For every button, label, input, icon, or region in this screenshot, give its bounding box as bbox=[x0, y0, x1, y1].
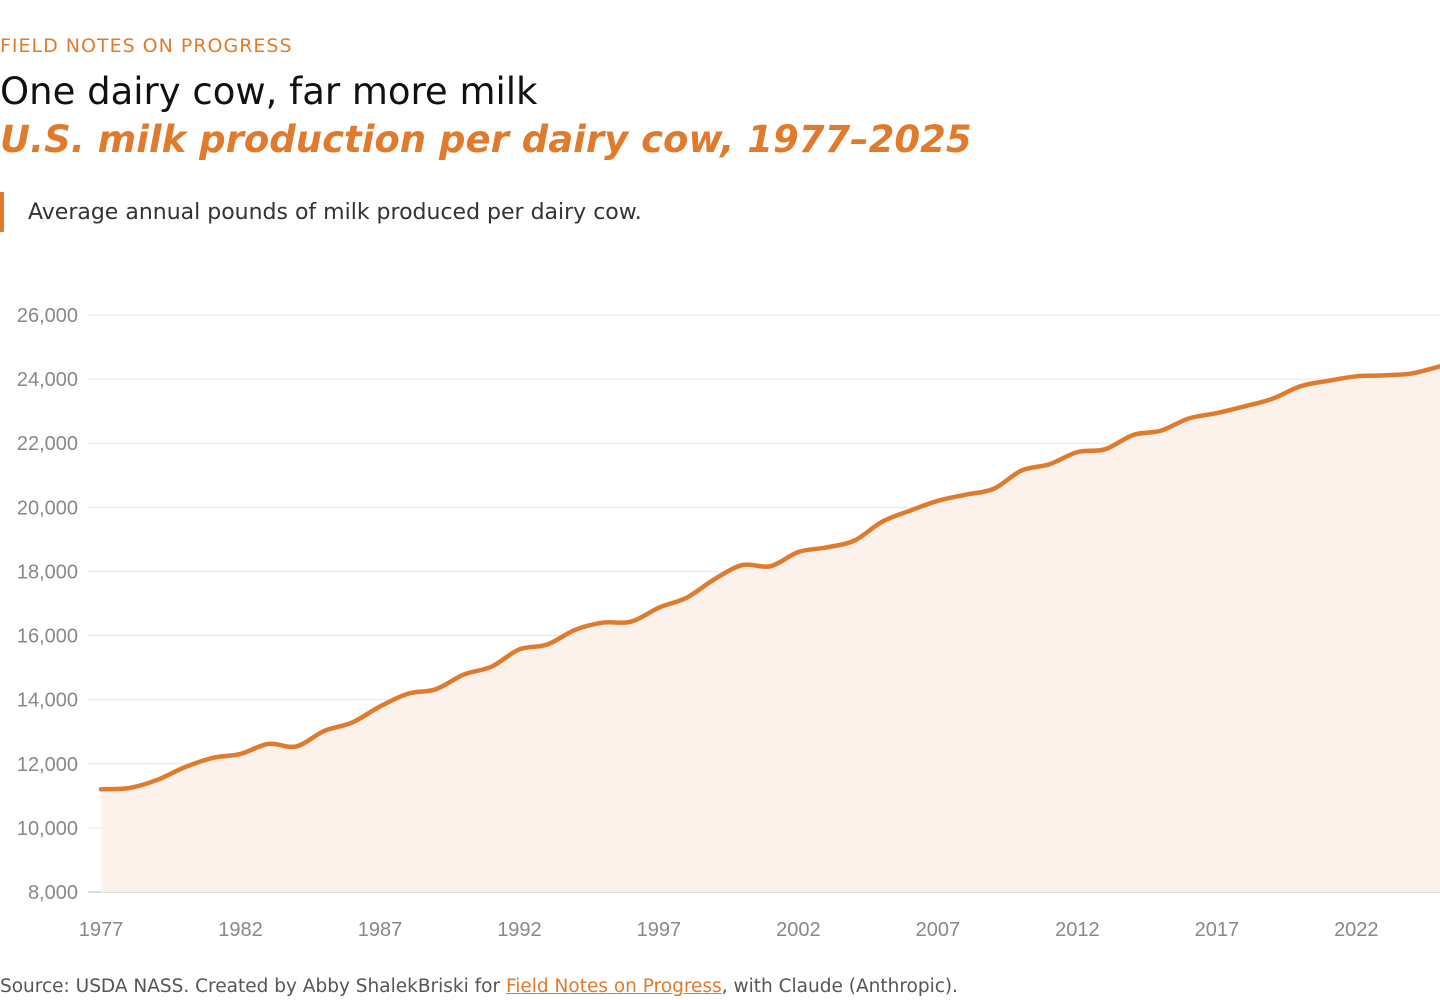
data-point-2004[interactable] bbox=[848, 535, 860, 547]
data-point-1978[interactable] bbox=[123, 782, 135, 794]
area-fill bbox=[101, 366, 1440, 892]
data-point-1982[interactable] bbox=[234, 748, 246, 760]
series-line bbox=[98, 364, 1440, 792]
data-point-2019[interactable] bbox=[1267, 393, 1279, 405]
data-point-2018[interactable] bbox=[1239, 400, 1251, 412]
data-point-2010[interactable] bbox=[1016, 465, 1028, 477]
x-tick-label: 1997 bbox=[637, 919, 682, 941]
data-point-1990[interactable] bbox=[458, 669, 470, 681]
line-chart: 8,000 10,000 12,000 14,000 16,000 18,000 20,00… bbox=[17, 305, 1440, 941]
x-tick-label: 1987 bbox=[358, 919, 403, 941]
data-point-2009[interactable] bbox=[988, 483, 1000, 495]
data-point-1991[interactable] bbox=[486, 661, 498, 673]
y-tick-label: 20,000 bbox=[17, 497, 78, 519]
data-point-1984[interactable] bbox=[290, 740, 302, 752]
y-axis: 8,000 10,000 12,000 14,000 16,000 18,000 20,00… bbox=[17, 305, 78, 904]
chart-subtitle: U.S. milk production per dairy cow, 1977… bbox=[0, 118, 972, 161]
data-point-1981[interactable] bbox=[207, 752, 219, 764]
data-point-2014[interactable] bbox=[1127, 429, 1139, 441]
data-point-1985[interactable] bbox=[318, 725, 330, 737]
y-tick-label: 24,000 bbox=[17, 369, 78, 391]
data-point-1979[interactable] bbox=[151, 774, 163, 786]
data-point-2001[interactable] bbox=[765, 560, 777, 572]
area-layer bbox=[101, 366, 1440, 892]
description-block: Average annual pounds of milk produced p… bbox=[0, 192, 642, 232]
data-point-2012[interactable] bbox=[1071, 446, 1083, 458]
data-point-1997[interactable] bbox=[653, 602, 665, 614]
data-point-1992[interactable] bbox=[513, 643, 525, 655]
data-point-1987[interactable] bbox=[374, 701, 386, 713]
x-tick-label: 2007 bbox=[916, 919, 961, 941]
x-tick-label: 1982 bbox=[218, 919, 263, 941]
data-point-2006[interactable] bbox=[904, 505, 916, 517]
data-point-2023[interactable] bbox=[1378, 369, 1390, 381]
x-tick-label: 1992 bbox=[497, 919, 542, 941]
y-tick-label: 16,000 bbox=[17, 626, 78, 648]
data-point-1995[interactable] bbox=[597, 617, 609, 629]
data-point-1996[interactable] bbox=[625, 616, 637, 628]
data-point-2002[interactable] bbox=[792, 546, 804, 558]
y-tick-label: 18,000 bbox=[17, 561, 78, 583]
data-point-2005[interactable] bbox=[876, 516, 888, 528]
data-point-1986[interactable] bbox=[346, 717, 358, 729]
line-layer bbox=[95, 364, 1440, 795]
y-tick-label: 8,000 bbox=[28, 882, 78, 904]
data-point-1994[interactable] bbox=[569, 624, 581, 636]
y-tick-label: 12,000 bbox=[17, 754, 78, 776]
data-point-2013[interactable] bbox=[1099, 443, 1111, 455]
data-point-2015[interactable] bbox=[1155, 425, 1167, 437]
y-tick-label: 22,000 bbox=[17, 433, 78, 455]
field-notes-link[interactable]: Field Notes on Progress bbox=[505, 976, 722, 997]
x-tick-label: 2017 bbox=[1195, 919, 1240, 941]
data-point-1988[interactable] bbox=[402, 688, 414, 700]
data-point-1983[interactable] bbox=[262, 738, 274, 750]
x-axis: 1977 1982 1987 1992 1997 2002 2007 2012 2017 2022 bbox=[79, 919, 1379, 941]
kicker: FIELD NOTES ON PROGRESS bbox=[0, 35, 293, 57]
y-tick-label: 14,000 bbox=[17, 690, 78, 712]
data-point-1977[interactable] bbox=[95, 783, 107, 795]
data-point-2008[interactable] bbox=[960, 489, 972, 501]
data-point-1993[interactable] bbox=[541, 638, 553, 650]
data-point-1989[interactable] bbox=[430, 683, 442, 695]
data-point-1999[interactable] bbox=[709, 573, 721, 585]
data-point-2007[interactable] bbox=[932, 495, 944, 507]
data-point-2016[interactable] bbox=[1183, 412, 1195, 424]
source-prefix: Source: USDA NASS. Created by Abby Shale… bbox=[0, 976, 506, 997]
y-tick-label: 26,000 bbox=[17, 305, 78, 327]
data-point-2017[interactable] bbox=[1211, 407, 1223, 419]
data-point-1998[interactable] bbox=[681, 592, 693, 604]
data-point-2000[interactable] bbox=[737, 559, 749, 571]
y-tick-label: 10,000 bbox=[17, 818, 78, 840]
chart-description: Average annual pounds of milk produced p… bbox=[28, 199, 642, 225]
x-tick-label: 2012 bbox=[1055, 919, 1100, 941]
x-tick-label: 2002 bbox=[776, 919, 821, 941]
data-point-2021[interactable] bbox=[1322, 375, 1334, 387]
x-tick-label: 2022 bbox=[1334, 919, 1379, 941]
data-point-2024[interactable] bbox=[1406, 367, 1418, 379]
data-point-2020[interactable] bbox=[1295, 380, 1307, 392]
source-suffix: , with Claude (Anthropic). bbox=[721, 976, 958, 997]
data-point-1980[interactable] bbox=[179, 761, 191, 773]
x-tick-label: 1977 bbox=[79, 919, 124, 941]
data-point-2022[interactable] bbox=[1350, 370, 1362, 382]
source-note: Source: USDA NASS. Created by Abby Shale… bbox=[0, 976, 958, 997]
chart-title: One dairy cow, far more milk bbox=[0, 70, 538, 113]
data-point-2003[interactable] bbox=[820, 541, 832, 553]
data-point-2011[interactable] bbox=[1043, 458, 1055, 470]
